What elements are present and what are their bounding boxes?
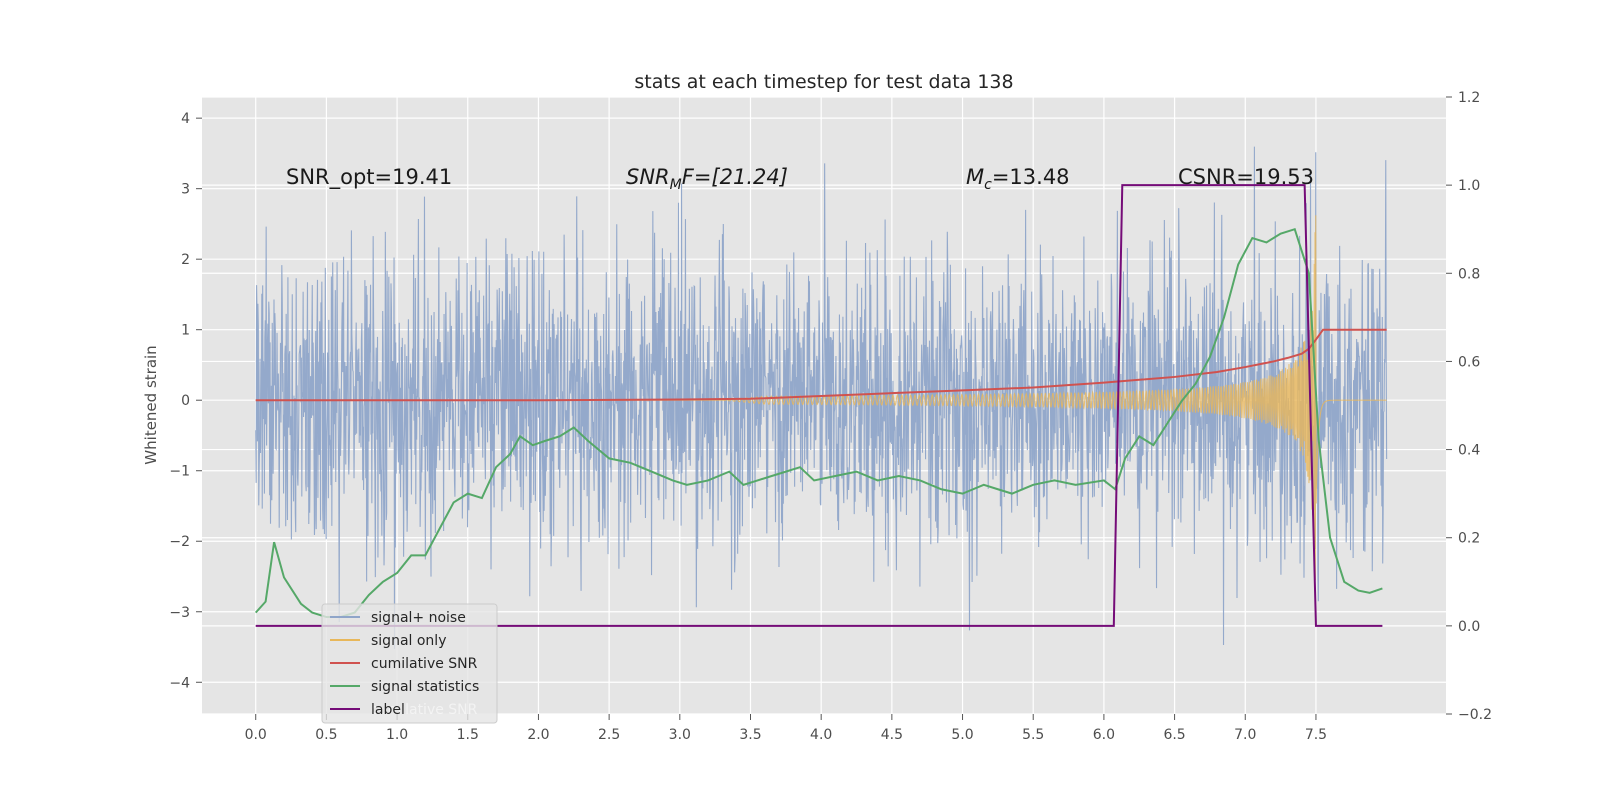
x-tick-label: 0.0 <box>245 727 267 743</box>
annotation-mc-rest: =13.48 <box>992 165 1070 189</box>
y-axis-left: 4 3 2 1 0 −1 −2 −3 −4 <box>169 111 202 691</box>
annotation-snr-mf-rest: F=[21.24] <box>682 165 788 189</box>
y-left-tick-label: 0 <box>181 393 190 409</box>
x-tick-label: 5.0 <box>951 727 973 743</box>
y-right-tick-label: 0.6 <box>1458 354 1480 370</box>
y-left-tick-label: −3 <box>169 605 190 621</box>
x-tick-label: 3.0 <box>669 727 691 743</box>
legend: cumilative SNR signal+ noise signal only c… <box>321 603 498 724</box>
legend-label: cumilative SNR <box>371 656 478 672</box>
x-tick-label: 6.5 <box>1163 727 1185 743</box>
x-tick-label: 5.5 <box>1022 727 1044 743</box>
y-axis-right: 1.2 1.0 0.8 0.6 0.4 0.2 0.0 −0.2 <box>1446 90 1492 723</box>
annotation-snr-mf: SNRMF=[21.24] <box>626 165 788 193</box>
x-tick-label: 3.5 <box>739 727 761 743</box>
series-signal-noise-line <box>255 146 1388 650</box>
y-right-tick-label: 0.0 <box>1458 619 1480 635</box>
legend-ghost-text: cumilative SNR <box>371 702 478 718</box>
y-right-tick-label: −0.2 <box>1458 707 1492 723</box>
y-left-tick-label: −4 <box>169 675 190 691</box>
annotation-csnr: CSNR=19.53 <box>1178 165 1314 189</box>
y-left-tick-label: 3 <box>181 182 190 198</box>
legend-label: signal only <box>371 633 446 649</box>
legend-label: signal+ noise <box>371 610 466 626</box>
y-left-tick-label: 1 <box>181 323 190 339</box>
chart-title: stats at each timestep for test data 138 <box>634 71 1013 93</box>
annotation-snr-mf-sub: M <box>670 177 682 193</box>
y-left-tick-label: 2 <box>181 252 190 268</box>
x-tick-label: 4.5 <box>881 727 903 743</box>
x-tick-label: 1.5 <box>457 727 479 743</box>
x-tick-label: 2.0 <box>527 727 549 743</box>
x-tick-label: 7.5 <box>1305 727 1327 743</box>
annotation-snr-opt: SNR_opt=19.41 <box>286 165 452 190</box>
y-right-tick-label: 0.4 <box>1458 443 1480 459</box>
x-tick-label: 0.5 <box>315 727 337 743</box>
annotation-mc: Mc=13.48 <box>966 165 1070 193</box>
x-tick-label: 4.0 <box>810 727 832 743</box>
annotation-mc-base: M <box>966 165 984 189</box>
series-label-line <box>255 184 1383 627</box>
series-signal-statistics-line <box>254 227 1383 619</box>
y-right-tick-label: 1.2 <box>1458 90 1480 106</box>
legend-label: label <box>371 702 405 718</box>
y-axis-label: Whitened strain <box>142 345 160 464</box>
y-left-tick-label: −1 <box>169 464 190 480</box>
series-cumulative-snr-line <box>255 328 1387 402</box>
y-right-tick-label: 0.8 <box>1458 266 1480 282</box>
legend-box <box>321 603 498 724</box>
x-tick-label: 1.0 <box>386 727 408 743</box>
series-layer <box>254 146 1388 650</box>
y-right-tick-label: 0.2 <box>1458 531 1480 547</box>
y-left-tick-label: −2 <box>169 534 190 550</box>
y-right-tick-label: 1.0 <box>1458 178 1480 194</box>
y-left-tick-label: 4 <box>181 111 190 127</box>
x-tick-label: 2.5 <box>598 727 620 743</box>
annotation-snr-mf-base: SNR <box>626 165 670 189</box>
legend-items: signal+ noise signal only cumilative SNR si… <box>330 610 479 718</box>
x-axis: 0.0 0.5 1.0 1.5 2.0 2.5 3.0 3.5 4.0 4.5 5.0 5.5 6.0 6… <box>245 714 1327 743</box>
x-tick-label: 7.0 <box>1234 727 1256 743</box>
x-tick-label: 6.0 <box>1093 727 1115 743</box>
legend-label: signal statistics <box>371 679 479 695</box>
annotation-mc-sub: c <box>984 177 992 193</box>
